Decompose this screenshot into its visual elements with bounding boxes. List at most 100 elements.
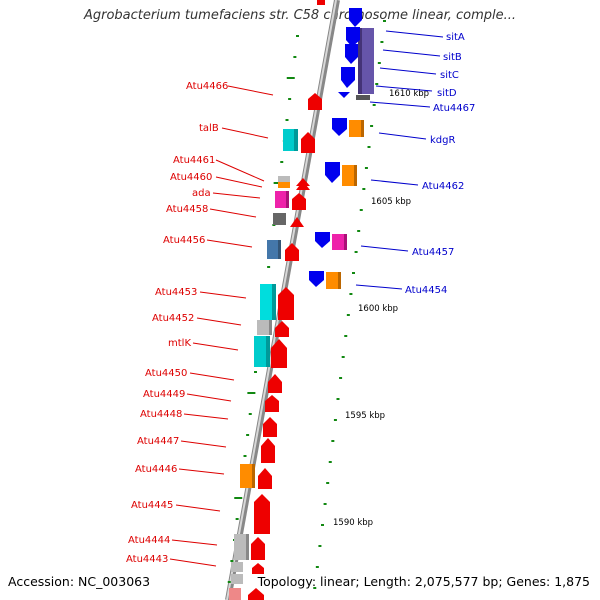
- scale-tick: [333, 419, 337, 421]
- gene-arrow-reverse: [345, 44, 358, 64]
- left-gene-labels: Atu4466 talB Atu4461 Atu4460 ada Atu4458…: [126, 81, 274, 567]
- gene-label: Atu4450: [145, 368, 187, 379]
- feature-box: [332, 234, 344, 250]
- scale-tick: [286, 77, 295, 79]
- scale-tick: [315, 566, 319, 568]
- scale-tick: [364, 167, 368, 169]
- feature-box: [338, 272, 341, 289]
- gene-label: Atu4453: [155, 287, 197, 298]
- gene-arrow-forward: [252, 563, 264, 574]
- feature-box: [294, 129, 298, 151]
- scale-tick: [349, 293, 353, 295]
- gene-arrow-forward: [275, 321, 289, 337]
- gene-label: Atu4461: [173, 155, 215, 166]
- scale-tick: [326, 482, 330, 484]
- scale-tick: [341, 356, 345, 358]
- feature-box: [273, 213, 286, 225]
- gene-arrow-forward: [308, 93, 322, 110]
- feature-box: [266, 336, 270, 367]
- scale-labels: 1610 kbp 1605 kbp 1600 kbp 1595 kbp 1590…: [333, 89, 429, 528]
- feature-box: [278, 240, 281, 259]
- scale-tick: [227, 581, 231, 583]
- scale-tick: [336, 398, 340, 400]
- scale-tick: [352, 272, 356, 274]
- gene-label: sitB: [443, 52, 462, 63]
- gene-arrow-reverse: [349, 8, 362, 27]
- scale-tick: [243, 455, 247, 457]
- reverse-strand-features: [309, 8, 374, 289]
- gene-label: Atu4448: [140, 409, 182, 420]
- gene-label: Atu4466: [186, 81, 228, 92]
- feature-box: [286, 191, 289, 208]
- scale-tick: [375, 83, 379, 85]
- gene-label: Atu4456: [163, 235, 205, 246]
- gene-label: Atu4452: [152, 313, 194, 324]
- scale-tick: [339, 377, 343, 379]
- gene-arrow-reverse: [338, 92, 350, 98]
- scale-tick: [246, 434, 250, 436]
- feature-box: [267, 240, 278, 259]
- feature-box: [354, 165, 357, 186]
- gene-arrow-forward: [254, 494, 270, 534]
- gene-label: ada: [192, 188, 211, 199]
- feature-box: [283, 129, 294, 151]
- feature-box: [234, 534, 246, 560]
- scale-ticks: [227, 20, 386, 589]
- scale-tick: [318, 545, 322, 547]
- scale-tick: [234, 497, 243, 499]
- map-title: Agrobacterium tumefaciens str. C58 chrom…: [83, 8, 517, 23]
- feature-box: [231, 574, 243, 584]
- gene-arrow-forward: [251, 537, 265, 560]
- gene-label: Atu4458: [166, 204, 208, 215]
- gene-arrow-reverse: [332, 118, 347, 136]
- gene-arrow-forward: [265, 395, 279, 412]
- gene-label: Atu4445: [131, 500, 173, 511]
- gene-arrow-forward: [263, 417, 277, 437]
- gene-arrow-forward: [261, 438, 275, 463]
- gene-arrow-reverse: [309, 271, 324, 287]
- gene-label: kdgR: [430, 135, 455, 146]
- gene-label: Atu4447: [137, 436, 179, 447]
- scale-tick: [293, 56, 297, 58]
- feature-box: [229, 588, 241, 600]
- scale-label: 1605 kbp: [371, 197, 411, 207]
- gene-arrow-forward: [285, 243, 299, 261]
- gene-label: Atu4457: [412, 247, 454, 258]
- scale-label: 1600 kbp: [358, 304, 398, 314]
- gene-arrow-forward: [301, 132, 315, 153]
- gene-label: Atu4460: [170, 172, 212, 183]
- scale-tick: [344, 335, 348, 337]
- feature-box: [356, 95, 370, 100]
- scale-tick: [254, 371, 257, 373]
- gene-arrow-forward: [296, 178, 310, 186]
- accession-label: Accession: NC_003063: [8, 574, 151, 589]
- gene-label: sitA: [446, 32, 465, 43]
- gene-arrow-forward: [248, 588, 264, 600]
- feature-box: [275, 191, 286, 208]
- feature-box: [358, 28, 362, 94]
- feature-box: [254, 336, 266, 367]
- gene-arrow-reverse: [315, 232, 330, 248]
- feature-box: [269, 320, 272, 335]
- scale-tick: [235, 518, 239, 520]
- gene-arrow-reverse: [346, 27, 360, 47]
- scale-tick: [331, 440, 335, 442]
- feature-box: [349, 120, 361, 137]
- gene-arrow-forward: [290, 217, 304, 227]
- right-gene-labels: sitA sitB sitC sitD Atu4467 kdgR Atu4462…: [355, 30, 475, 296]
- scale-tick: [296, 35, 299, 37]
- gene-arrow-forward: [268, 374, 282, 393]
- scale-tick: [321, 524, 325, 526]
- scale-tick: [313, 587, 317, 589]
- scale-label: 1610 kbp: [389, 89, 429, 99]
- gene-label: Atu4446: [135, 464, 177, 475]
- gene-arrow-forward: [271, 339, 287, 368]
- scale-tick: [328, 461, 332, 463]
- scale-tick: [346, 314, 350, 316]
- scale-tick: [267, 266, 271, 268]
- scale-tick: [383, 20, 386, 22]
- scale-tick: [280, 161, 284, 163]
- genome-summary: Topology: linear; Length: 2,075,577 bp; …: [257, 574, 590, 589]
- scale-label: 1590 kbp: [333, 518, 373, 528]
